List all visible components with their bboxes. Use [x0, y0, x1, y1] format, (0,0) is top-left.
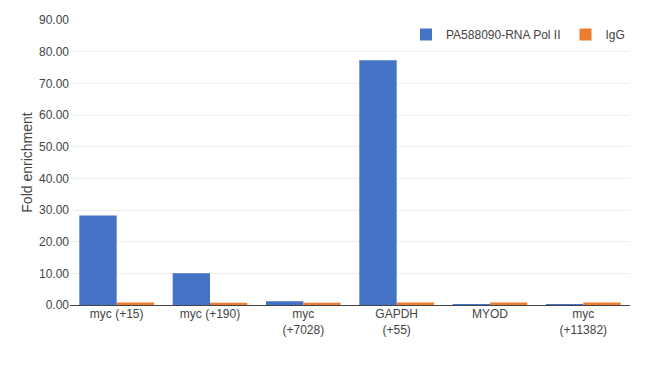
svg-text:20.00: 20.00 [39, 235, 69, 249]
svg-text:70.00: 70.00 [39, 77, 69, 91]
svg-text:10.00: 10.00 [39, 267, 69, 281]
svg-text:50.00: 50.00 [39, 140, 69, 154]
svg-text:30.00: 30.00 [39, 203, 69, 217]
svg-text:Fold enrichment: Fold enrichment [19, 112, 35, 212]
svg-text:80.00: 80.00 [39, 45, 69, 59]
svg-text:myc(+11382): myc(+11382) [560, 307, 607, 337]
svg-text:MYOD: MYOD [472, 307, 508, 321]
svg-text:60.00: 60.00 [39, 108, 69, 122]
svg-text:90.00: 90.00 [39, 13, 69, 27]
svg-text:myc (+190): myc (+190) [180, 307, 240, 321]
svg-text:GAPDH(+55): GAPDH(+55) [375, 307, 418, 337]
svg-text:PA588090-RNA Pol II: PA588090-RNA Pol II [446, 28, 561, 42]
svg-text:40.00: 40.00 [39, 172, 69, 186]
svg-text:IgG: IgG [606, 28, 625, 42]
svg-text:myc (+15): myc (+15) [90, 307, 144, 321]
svg-text:0.00: 0.00 [46, 298, 70, 312]
svg-text:myc(+7028): myc(+7028) [282, 307, 324, 337]
